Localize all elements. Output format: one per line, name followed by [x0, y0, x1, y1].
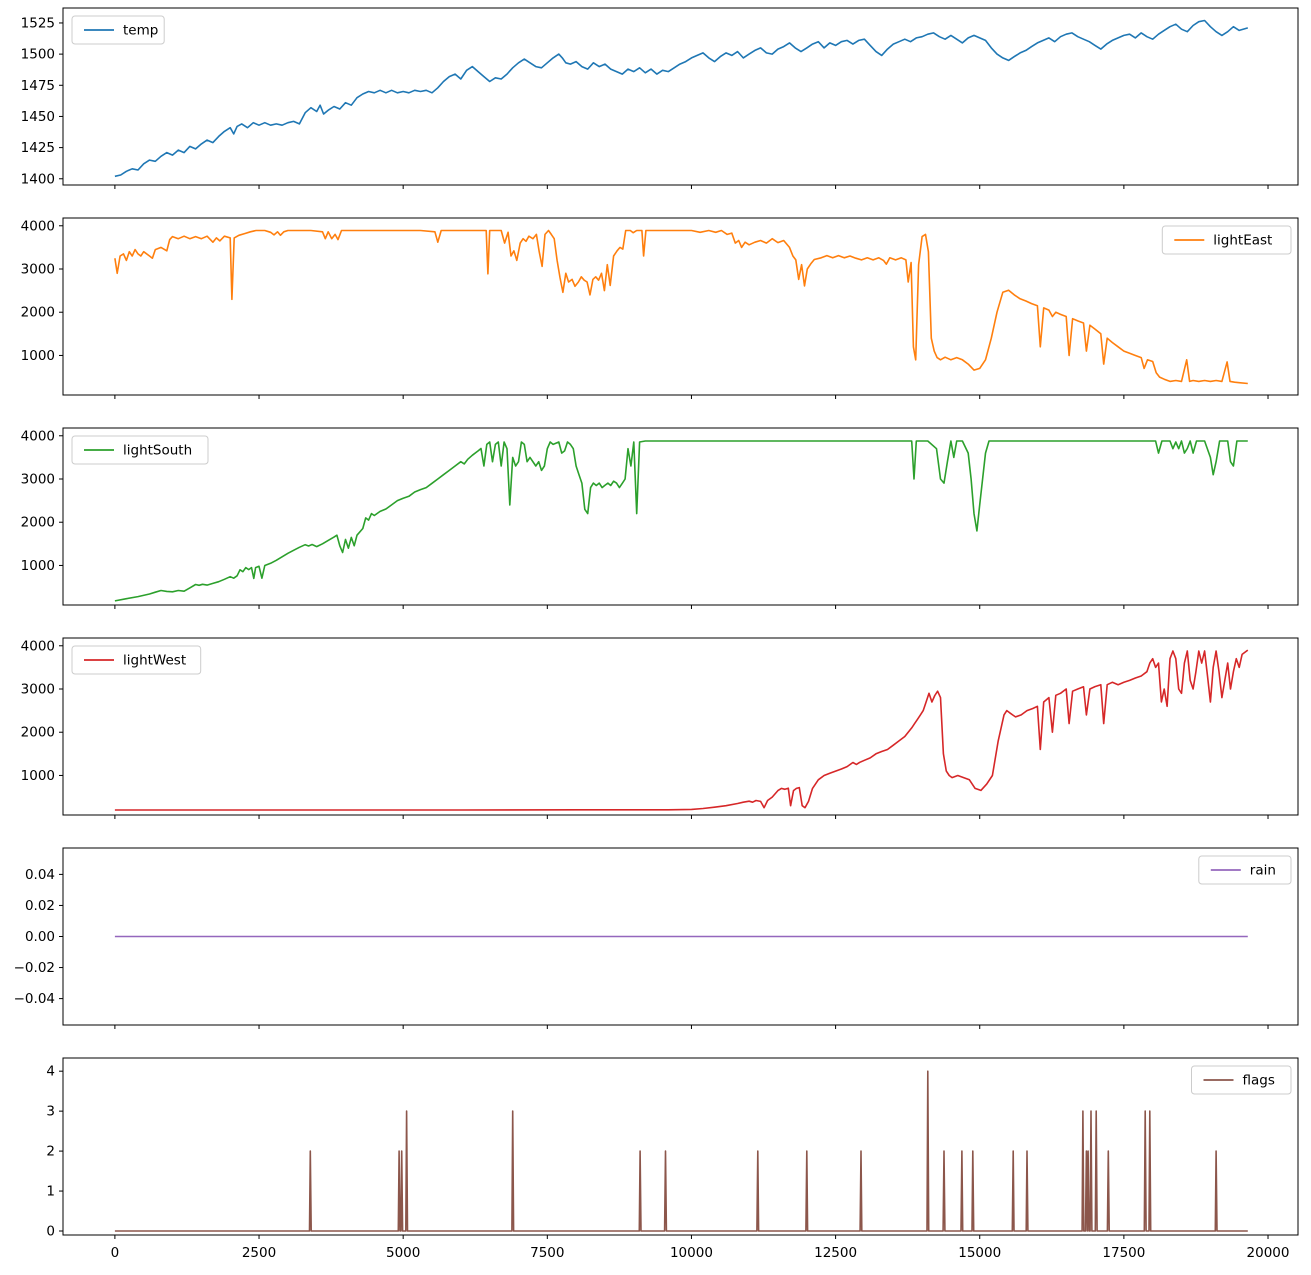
lightWest-axes-frame	[62, 637, 1299, 816]
temp-y-tick-label: 1475	[21, 78, 55, 94]
flags-y-tick-label: 2	[46, 1144, 55, 1160]
lightWest-x-axis-ticks	[114, 815, 1269, 819]
lightSouth-y-axis-ticks: 1000 2000 3000 4000	[21, 428, 63, 574]
lightSouth-x-axis-ticks	[114, 605, 1269, 609]
lightEast-y-tick-label: 2000	[21, 305, 55, 321]
x-tick-label: 2500	[242, 1245, 276, 1261]
lightSouth-legend-label: lightSouth	[123, 443, 192, 459]
x-tick-label: 12500	[814, 1245, 857, 1261]
rain-x-axis-ticks	[114, 1025, 1269, 1029]
subplot-lightSouth: 1000 2000 3000 4000 lightSouth	[21, 427, 1299, 609]
lightEast-y-axis-ticks: 1000 2000 3000 4000	[21, 218, 63, 364]
lightSouth-y-tick-label: 2000	[21, 515, 55, 531]
temp-y-tick-label: 1425	[21, 140, 55, 156]
lightSouth-y-tick-label: 1000	[21, 558, 55, 574]
lightWest-line	[114, 649, 1249, 811]
temp-y-tick-label: 1450	[21, 109, 55, 125]
rain-y-tick-label: −0.04	[14, 991, 55, 1007]
lightEast-y-tick-label: 3000	[21, 262, 55, 278]
lightSouth-legend: lightSouth	[71, 435, 209, 465]
x-tick-label: 5000	[386, 1245, 420, 1261]
lightWest-y-tick-label: 4000	[21, 638, 55, 654]
flags-line	[114, 1070, 1248, 1232]
x-tick-label: 10000	[670, 1245, 713, 1261]
flags-legend: flags	[1191, 1065, 1292, 1095]
temp-legend: temp	[71, 15, 165, 45]
x-tick-label: 7500	[530, 1245, 564, 1261]
subplot-lightEast: 1000 2000 3000 4000 lightEast	[21, 217, 1299, 399]
lightWest-y-tick-label: 1000	[21, 768, 55, 784]
flags-legend-label: flags	[1243, 1073, 1275, 1089]
lightEast-x-axis-ticks	[114, 395, 1269, 399]
temp-legend-label: temp	[123, 23, 158, 39]
lightSouth-y-tick-label: 4000	[21, 428, 55, 444]
lightSouth-y-tick-label: 3000	[21, 472, 55, 488]
lightEast-y-tick-label: 1000	[21, 348, 55, 364]
flags-x-axis-ticks: 0 2500 5000 7500 10000 12500 15000 17500 20000	[111, 1235, 1290, 1261]
temp-y-tick-label: 1500	[21, 47, 55, 63]
lightSouth-line	[114, 440, 1248, 602]
x-tick-label: 15000	[958, 1245, 1001, 1261]
flags-y-axis-ticks: 0 1 2 3 4	[46, 1064, 63, 1240]
temp-y-tick-label: 1525	[21, 15, 55, 31]
temp-line	[114, 19, 1249, 178]
flags-y-tick-label: 1	[46, 1184, 55, 1200]
flags-y-tick-label: 3	[46, 1104, 55, 1120]
temp-axes-frame	[62, 7, 1299, 186]
lightEast-axes-frame	[62, 217, 1299, 396]
lightWest-y-tick-label: 3000	[21, 682, 55, 698]
x-tick-label: 17500	[1102, 1245, 1145, 1261]
flags-y-tick-label: 4	[46, 1064, 55, 1080]
subplot-flags: 0 1 2 3 4 0 2500 5000 7500 10000 12500 15000 17500 20…	[46, 1057, 1299, 1261]
rain-legend: rain	[1198, 855, 1292, 885]
rain-y-axis-ticks: −0.04 −0.02 0.00 0.02 0.04	[14, 867, 63, 1007]
lightEast-line	[114, 229, 1248, 385]
subplot-temp: 1400 1425 1450 1475 1500 1525 temp	[21, 7, 1299, 189]
lightEast-y-tick-label: 4000	[21, 218, 55, 234]
lightEast-legend-label: lightEast	[1213, 233, 1272, 249]
lightSouth-axes-frame	[62, 427, 1299, 606]
subplot-rain: −0.04 −0.02 0.00 0.02 0.04 rain	[14, 847, 1299, 1029]
lightWest-legend: lightWest	[71, 645, 202, 675]
lightWest-legend-label: lightWest	[123, 653, 186, 669]
x-tick-label: 0	[111, 1245, 120, 1261]
temp-y-tick-label: 1400	[21, 171, 55, 187]
x-tick-label: 20000	[1247, 1245, 1290, 1261]
rain-y-tick-label: 0.02	[25, 898, 55, 914]
rain-legend-label: rain	[1250, 863, 1276, 879]
rain-y-tick-label: 0.00	[25, 929, 55, 945]
temp-y-axis-ticks: 1400 1425 1450 1475 1500 1525	[21, 15, 63, 187]
lightEast-legend: lightEast	[1161, 225, 1292, 255]
temp-x-axis-ticks	[114, 185, 1269, 189]
lightWest-y-axis-ticks: 1000 2000 3000 4000	[21, 638, 63, 784]
subplot-lightWest: 1000 2000 3000 4000 lightWest	[21, 637, 1299, 819]
rain-y-tick-label: 0.04	[25, 867, 55, 883]
rain-y-tick-label: −0.02	[14, 960, 55, 976]
flags-y-tick-label: 0	[46, 1224, 55, 1240]
flags-axes-frame	[62, 1057, 1299, 1236]
lightWest-y-tick-label: 2000	[21, 725, 55, 741]
